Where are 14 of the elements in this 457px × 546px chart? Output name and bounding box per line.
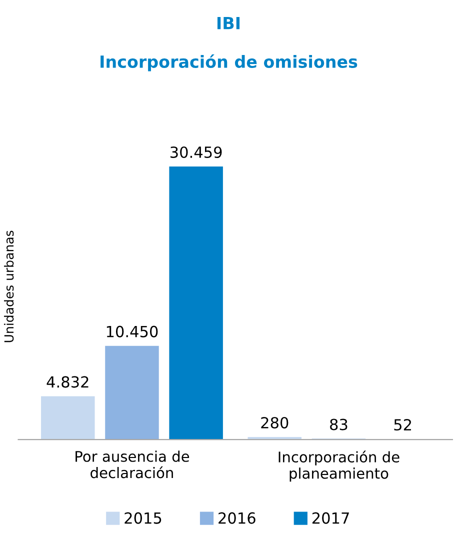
x-tick-label: Por ausencia de declaración xyxy=(76,450,190,478)
data-label: 280 xyxy=(261,416,288,429)
data-label: 52 xyxy=(394,418,412,431)
data-label: 30.459 xyxy=(170,146,222,158)
y-axis-title: Unidades urbanas xyxy=(4,230,14,342)
x-tick-label: Incorporación de planeamiento xyxy=(278,450,400,482)
legend-label: 2015 xyxy=(124,512,162,524)
data-label: 83 xyxy=(330,418,348,430)
chart-subtitle: Incorporación de omisiones xyxy=(100,54,358,72)
data-label: 4.832 xyxy=(46,376,88,388)
legend-label: 2017 xyxy=(312,512,349,524)
legend-label: 2016 xyxy=(218,512,256,524)
chart-title: IBI xyxy=(217,17,240,30)
data-label: 10.450 xyxy=(106,326,158,338)
